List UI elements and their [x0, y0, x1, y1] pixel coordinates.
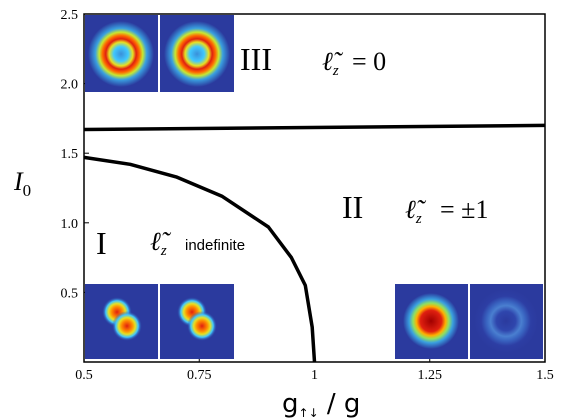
x-axis-label: g↑↓ / g: [282, 389, 360, 420]
inset-blob-1: [85, 284, 158, 359]
region-label-II: II: [342, 189, 363, 225]
inset-blob-2: [160, 284, 234, 359]
y-axis-label: I0: [13, 167, 31, 200]
inset-disk: [395, 284, 468, 359]
axis-ticks: 0.5 0.75 1 1.25 1.5 0.5 1.0 1.5 2.0 2.5: [61, 8, 554, 383]
x-tick-label: 0.75: [187, 368, 212, 383]
region-lz-I: indefinite: [185, 237, 245, 254]
lz-symbol-III: ℓ̃z: [322, 47, 344, 79]
region-label-III: III: [240, 41, 272, 77]
y-tick-label: 1.0: [61, 217, 79, 232]
region-label-I: I: [96, 225, 107, 261]
inset-ring-1: [85, 15, 158, 92]
x-tick-label: 1.5: [536, 368, 554, 383]
lz-symbol-I: ℓ̃z: [150, 227, 172, 259]
boundary-I-II: [83, 155, 317, 363]
y-tick-label: 0.5: [61, 286, 79, 301]
region-lz-II: = ±1: [440, 195, 488, 224]
lz-symbol-II: ℓ̃z: [405, 195, 427, 227]
phase-boundaries: [83, 123, 546, 363]
y-tick-label: 2.5: [61, 8, 79, 23]
inset-faint-ring: [470, 284, 543, 359]
x-tick-label: 1: [311, 368, 318, 383]
boundary-III-upper: [83, 123, 546, 132]
y-tick-label: 2.0: [61, 78, 79, 93]
inset-ring-2: [160, 15, 234, 92]
region-lz-III: = 0: [352, 47, 386, 76]
x-tick-label: 1.25: [418, 368, 443, 383]
x-tick-label: 0.5: [75, 368, 93, 383]
y-tick-label: 1.5: [61, 147, 79, 162]
